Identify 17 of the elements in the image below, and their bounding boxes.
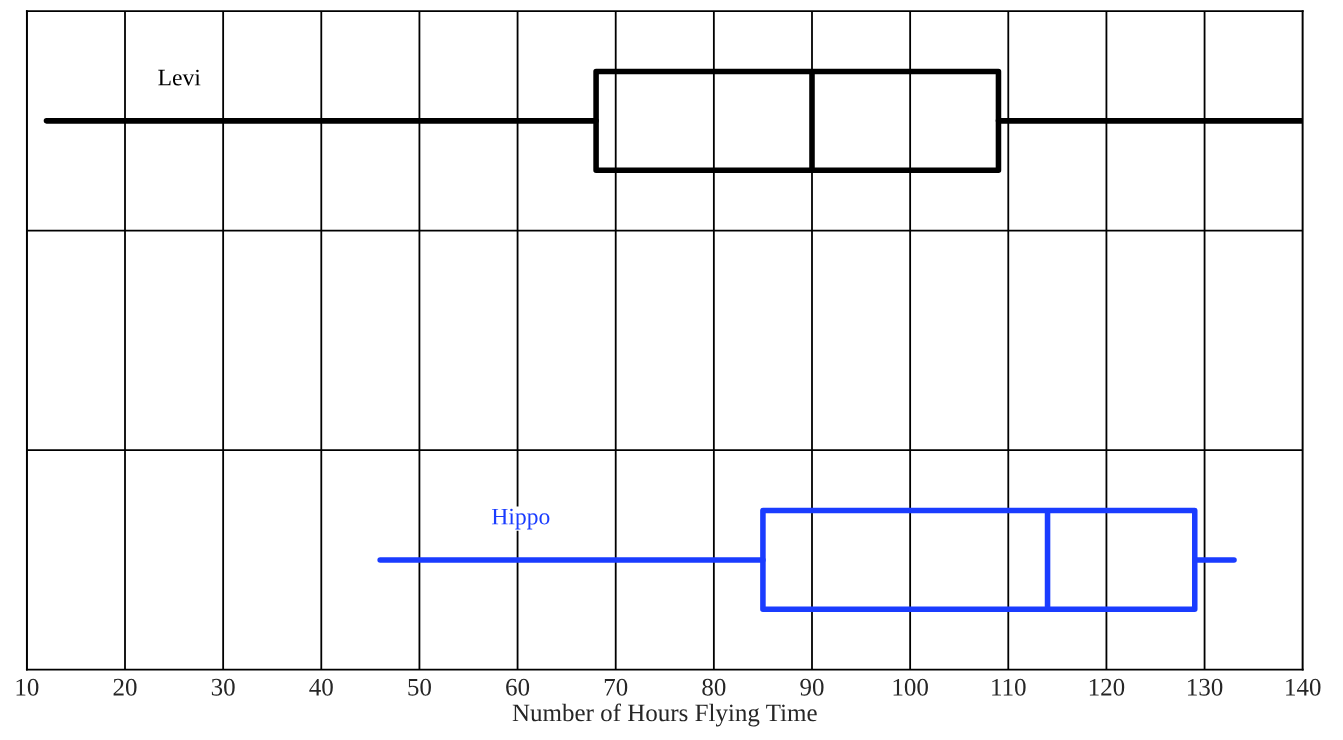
x-tick-label: 50 xyxy=(408,678,431,696)
text: Levi xyxy=(158,69,201,86)
x-tick-label: 70 xyxy=(604,678,628,696)
x-axis-title: Number of Hours Flying Time xyxy=(512,703,817,727)
x-tick-label: 20 xyxy=(113,678,137,696)
x-tick-label: 110 xyxy=(992,678,1026,696)
text: Hippo xyxy=(491,508,550,530)
x-tick-label: 10 xyxy=(16,678,39,696)
x-tick-label: 130 xyxy=(1188,678,1223,696)
x-tick-label: 60 xyxy=(506,678,530,696)
x-tick-label: 140 xyxy=(1286,678,1321,696)
x-tick-label: 100 xyxy=(893,678,928,696)
x-tick-label: 30 xyxy=(211,678,235,696)
x-tick-label: 90 xyxy=(800,678,824,696)
x-tick-label: 80 xyxy=(702,678,726,696)
x-tick-label: 40 xyxy=(309,678,333,696)
x-tick-label: 120 xyxy=(1089,678,1125,696)
